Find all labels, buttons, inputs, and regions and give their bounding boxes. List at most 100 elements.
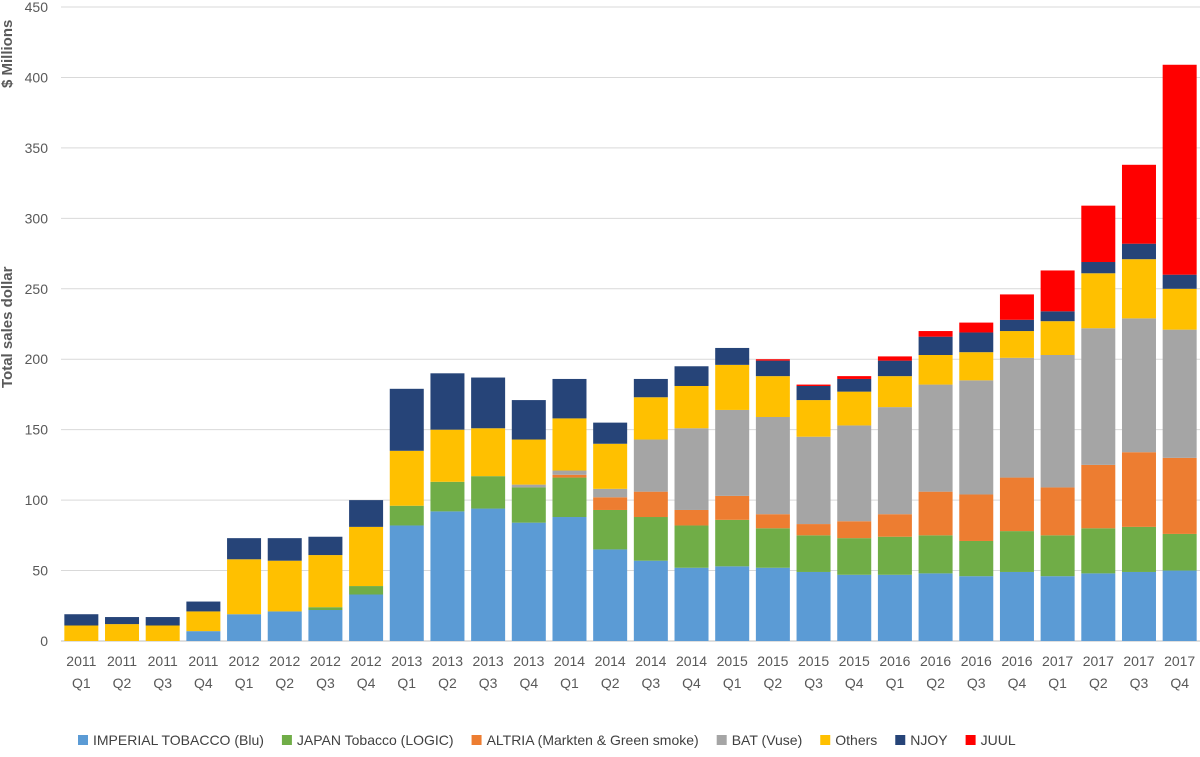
bar-segment	[1081, 464, 1116, 529]
x-tick-quarter: Q2	[275, 675, 294, 691]
y-axis-title: Total sales dollar	[0, 266, 16, 388]
bar-segment	[959, 576, 994, 641]
x-tick-quarter: Q2	[438, 675, 457, 691]
legend-swatch	[716, 735, 727, 745]
x-tick-year: 2014	[595, 653, 626, 669]
legend-swatch	[895, 735, 906, 745]
bar-segment	[674, 428, 709, 510]
x-tick-year: 2012	[351, 653, 382, 669]
x-tick-year: 2011	[148, 653, 178, 669]
x-tick-quarter: Q2	[601, 675, 620, 691]
bar-segment	[1040, 535, 1075, 577]
x-tick-year: 2016	[879, 653, 910, 669]
bar-segment	[715, 566, 750, 641]
x-tick-quarter: Q1	[1048, 675, 1067, 691]
bar-segment	[999, 571, 1034, 641]
bar-segment	[877, 360, 912, 377]
x-tick-quarter: Q2	[764, 675, 783, 691]
x-tick-quarter: Q3	[316, 675, 335, 691]
bar-segment	[227, 559, 262, 615]
bar-segment	[959, 540, 994, 577]
x-tick-year: 2012	[228, 653, 259, 669]
bar-segment	[1081, 528, 1116, 574]
x-tick-quarter: Q1	[235, 675, 254, 691]
x-tick-year: 2014	[554, 653, 585, 669]
y-tick-label: 350	[25, 140, 49, 156]
bar-segment	[918, 354, 953, 385]
y-tick-label: 400	[25, 69, 49, 85]
bar-segment	[593, 509, 628, 550]
bar-segment	[552, 477, 587, 518]
legend-label: ALTRIA (Markten & Green smoke)	[487, 732, 699, 748]
bar-segment	[471, 476, 506, 509]
bar-segment	[877, 514, 912, 537]
bar-segment	[186, 631, 221, 641]
bar-segment	[389, 388, 424, 451]
legend-label: JUUL	[981, 732, 1016, 748]
bar-segment	[837, 378, 872, 392]
x-tick-year: 2015	[839, 653, 870, 669]
bar-segment	[1162, 274, 1197, 289]
bar-segment	[674, 385, 709, 429]
bar-segment	[755, 360, 790, 377]
bar-segment	[918, 573, 953, 641]
legend-label: BAT (Vuse)	[732, 732, 803, 748]
bar-segment	[999, 477, 1034, 532]
bar-segment	[796, 400, 831, 437]
x-tick-quarter: Q4	[519, 675, 538, 691]
bar-segment	[633, 491, 668, 518]
bar-segment	[674, 567, 709, 641]
bar-segment	[796, 535, 831, 572]
x-tick-year: 2017	[1042, 653, 1073, 669]
x-tick-quarter: Q3	[153, 675, 172, 691]
bar-segment	[633, 439, 668, 492]
bar-segment	[1162, 533, 1197, 571]
y-axis-title-units: $ Millions	[0, 20, 16, 88]
bar-segment	[796, 436, 831, 525]
bar-segment	[1162, 457, 1197, 534]
bar-segment	[837, 391, 872, 426]
bar-segment	[267, 538, 302, 561]
legend-label: Others	[835, 732, 877, 748]
bar-segment	[999, 294, 1034, 320]
bar-segment	[430, 429, 465, 482]
x-tick-quarter: Q4	[357, 675, 376, 691]
x-tick-quarter: Q3	[641, 675, 660, 691]
bar-segment	[633, 517, 668, 561]
x-tick-quarter: Q1	[886, 675, 905, 691]
bar-segment	[877, 376, 912, 408]
bar-segment	[1081, 573, 1116, 641]
bar-segment	[308, 536, 343, 556]
bar-segment	[918, 535, 953, 574]
bar-segment	[186, 601, 221, 612]
bar-segment	[471, 428, 506, 477]
bar-segment	[1162, 64, 1197, 275]
y-tick-label: 200	[25, 351, 49, 367]
x-tick-year: 2012	[310, 653, 341, 669]
bar-segment	[349, 594, 384, 641]
bar-segment	[267, 611, 302, 641]
bar-segment	[796, 385, 831, 401]
x-tick-year: 2014	[635, 653, 666, 669]
bar-segment	[1081, 205, 1116, 263]
legend-label: JAPAN Tobacco (LOGIC)	[297, 732, 454, 748]
bar-segment	[918, 331, 953, 337]
bar-segment	[308, 610, 343, 641]
bar-segment	[1162, 288, 1197, 330]
bar-segment	[145, 625, 180, 641]
x-tick-quarter: Q1	[723, 675, 742, 691]
bar-segment	[877, 574, 912, 641]
bar-segment	[511, 487, 546, 523]
bar-segment	[715, 519, 750, 567]
bar-segment	[1162, 570, 1197, 641]
bar-segment	[959, 322, 994, 333]
x-tick-year: 2015	[757, 653, 788, 669]
bar-segment	[959, 332, 994, 353]
legend-swatch	[471, 735, 482, 745]
bar-segment	[511, 439, 546, 485]
x-tick-year: 2017	[1123, 653, 1154, 669]
bar-segment	[593, 488, 628, 498]
bar-segment	[999, 531, 1034, 572]
bar-segment	[796, 571, 831, 641]
bar-segment	[837, 538, 872, 575]
